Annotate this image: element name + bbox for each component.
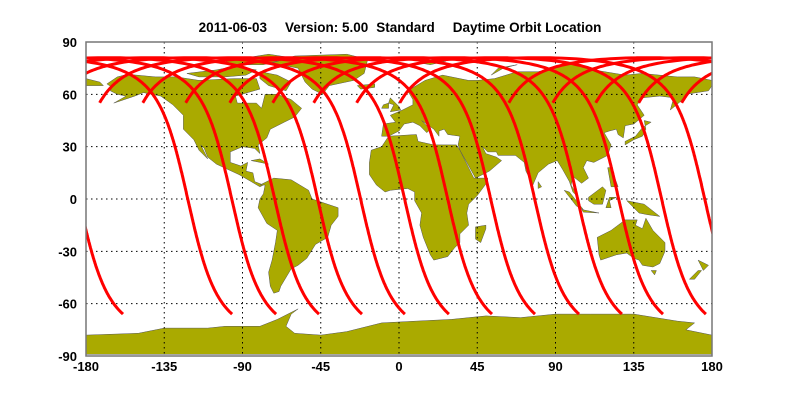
land-cuba [251, 158, 269, 165]
orbit-track-1 [86, 56, 278, 316]
land-new-zealand-north [697, 259, 709, 271]
x-tick-label: -180 [73, 359, 99, 374]
chart-title: 2011-06-03 Version: 5.00 Standard Daytime O… [199, 20, 602, 35]
y-tick-label: 30 [63, 140, 77, 155]
orbit-track-0 [507, 56, 712, 104]
orbit-track-0 [86, 60, 234, 316]
orbit-track-1 [551, 56, 712, 104]
y-tick-label: -90 [58, 349, 77, 364]
land-tasmania [650, 270, 657, 276]
orbit-tracks [0, 56, 800, 316]
land-new-zealand-south [688, 270, 703, 280]
land-greenland [272, 53, 369, 95]
orbit-track-3 [86, 56, 363, 316]
orbit-track-5 [98, 56, 450, 316]
title-date: 2011-06-03 [199, 20, 268, 35]
orbit-track-12 [398, 56, 712, 237]
title-version: Version: 5.00 [285, 20, 368, 35]
plot-frame [85, 41, 713, 357]
x-tick-label: 90 [548, 359, 562, 374]
land-ireland [381, 102, 389, 109]
orbit-track-4 [680, 71, 712, 104]
y-tick-label: 60 [63, 87, 77, 102]
land-great-britain [388, 97, 402, 113]
y-axis-ticks: 90 60 30 0 -30 -60 -90 [58, 35, 77, 364]
orbit-track-8 [228, 56, 580, 316]
x-axis-ticks: -180 -135 -90 -45 0 45 90 135 180 [73, 359, 723, 374]
land-chukotka [85, 78, 105, 86]
orbit-track-10 [312, 56, 664, 316]
land-africa [369, 134, 488, 261]
land-sulawesi [605, 197, 617, 208]
orbit-track-12 [86, 223, 125, 316]
x-tick-label: 180 [701, 359, 723, 374]
orbit-track-11 [355, 56, 707, 316]
x-tick-label: -90 [233, 359, 252, 374]
land-japan [624, 120, 652, 146]
title-label: Daytime Orbit Location [453, 20, 602, 35]
orbit-track-6 [141, 56, 494, 316]
y-tick-label: 90 [63, 35, 77, 50]
x-tick-label: 0 [395, 359, 402, 374]
orbit-track-9 [271, 56, 623, 316]
land-australia [596, 217, 666, 268]
land-borneo [588, 186, 607, 205]
land-novaya-zemlya [491, 64, 518, 76]
title-product: Standard [376, 20, 435, 35]
land-java [581, 209, 600, 214]
x-tick-label: -45 [311, 359, 330, 374]
orbit-track-7 [184, 56, 536, 316]
orbit-track-5 [726, 58, 800, 314]
x-tick-label: 45 [470, 359, 484, 374]
land-madagascar [475, 224, 487, 243]
orbit-track-4 [86, 56, 406, 316]
orbit-track-10 [0, 58, 37, 314]
land-new-guinea [626, 200, 661, 217]
orbit-track-6 [769, 58, 800, 314]
land-sri-lanka [537, 180, 542, 189]
land-north-america [106, 74, 302, 188]
x-tick-label: 135 [623, 359, 645, 374]
y-tick-label: -60 [58, 297, 77, 312]
y-tick-label: 0 [70, 192, 77, 207]
y-tick-label: -30 [58, 244, 77, 259]
x-tick-label: -135 [151, 359, 177, 374]
